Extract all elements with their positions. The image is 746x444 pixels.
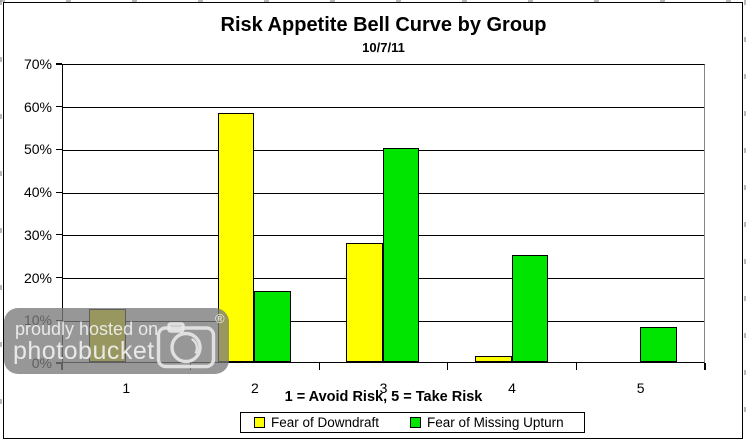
y-tick — [56, 276, 62, 279]
legend-item-fear-of-missing-upturn: Fear of Missing Upturn — [410, 415, 564, 430]
y-tick — [56, 191, 62, 193]
y-tick-label: 30% — [23, 226, 52, 243]
y-tick-label: 60% — [23, 98, 52, 115]
gridline — [63, 107, 704, 109]
page-break-dashes-right — [744, 0, 746, 444]
legend: Fear of Downdraft Fear of Missing Upturn — [240, 412, 585, 433]
legend-swatch-green — [410, 417, 422, 428]
y-tick — [56, 63, 62, 65]
watermark-brand: photobucket — [13, 337, 155, 365]
registered-trademark-icon: ® — [215, 311, 225, 326]
x-tick — [704, 363, 706, 370]
chart-title: Risk Appetite Bell Curve by Group — [220, 14, 547, 36]
x-tick — [575, 363, 578, 370]
y-tick — [56, 106, 62, 108]
category-label: 2 — [250, 380, 259, 396]
y-tick-label: 20% — [23, 269, 52, 286]
legend-item-fear-of-downdraft: Fear of Downdraft — [254, 415, 379, 430]
page-break-dashes-left — [0, 0, 2, 444]
y-tick — [56, 148, 62, 151]
legend-label: Fear of Downdraft — [271, 415, 380, 430]
legend-label: Fear of Missing Upturn — [427, 415, 564, 430]
y-tick-label: 70% — [23, 56, 52, 72]
page-break-dashes-top — [0, 0, 746, 2]
chart-subtitle: 10/7/11 — [362, 40, 405, 55]
bar-fear-of-missing-upturn-cat3 — [382, 148, 420, 362]
photobucket-watermark: proudly hosted on photobucket ® — [4, 308, 229, 374]
y-tick-label: 40% — [23, 184, 52, 201]
x-axis-labels: 1 2 3 4 5 — [62, 380, 705, 396]
category-label: 4 — [508, 380, 516, 396]
category-label: 5 — [636, 380, 645, 396]
x-tick — [318, 363, 320, 370]
y-tick — [56, 234, 62, 236]
category-label: 1 — [122, 380, 131, 396]
legend-swatch-yellow — [254, 417, 265, 428]
x-tick — [447, 363, 449, 370]
bar-fear-of-missing-upturn-cat2 — [254, 290, 291, 362]
camera-icon — [156, 322, 216, 369]
bar-fear-of-downdraft-cat4 — [475, 356, 512, 362]
bar-fear-of-missing-upturn-cat5 — [640, 326, 677, 362]
category-label: 3 — [379, 380, 388, 396]
y-tick-label: 50% — [23, 141, 52, 158]
bar-fear-of-missing-upturn-cat4 — [511, 255, 548, 362]
bar-fear-of-downdraft-cat3 — [346, 243, 383, 362]
watermark-tagline: proudly hosted on — [15, 319, 159, 339]
x-axis-title: 1 = Avoid Risk, 5 = Take Risk — [284, 389, 483, 405]
